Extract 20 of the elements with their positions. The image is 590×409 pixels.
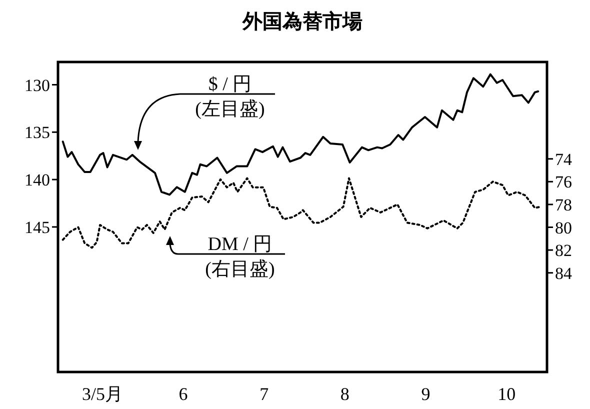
x-tick-label: 7: [260, 384, 269, 404]
y2-tick-label: 82: [555, 241, 572, 260]
y-tick-label: 140: [24, 170, 50, 190]
y-tick-label: 135: [24, 123, 50, 142]
annotation: $ / 円 (左目盛): [195, 74, 265, 120]
x-tick-label: 8: [340, 384, 350, 404]
y2-tick-label: 74: [555, 150, 572, 169]
y2-tick-label: 78: [555, 195, 572, 214]
chart-title: 外国為替市場: [242, 9, 362, 33]
y2-tick-label: 76: [555, 172, 572, 192]
x-tick-label: 10: [498, 384, 516, 404]
y-tick-label: 130: [24, 76, 50, 95]
y2-tick-label: 84: [555, 264, 572, 283]
x-tick-label: 6: [178, 384, 188, 404]
line-series: [62, 73, 540, 196]
x-tick-label: 3/5月: [82, 384, 123, 404]
x-tick-label: 9: [421, 384, 430, 404]
y2-tick-label: 80: [555, 218, 572, 238]
y-tick-label: 145: [24, 218, 50, 237]
annotation: DM / 円 (右目盛): [205, 234, 275, 280]
